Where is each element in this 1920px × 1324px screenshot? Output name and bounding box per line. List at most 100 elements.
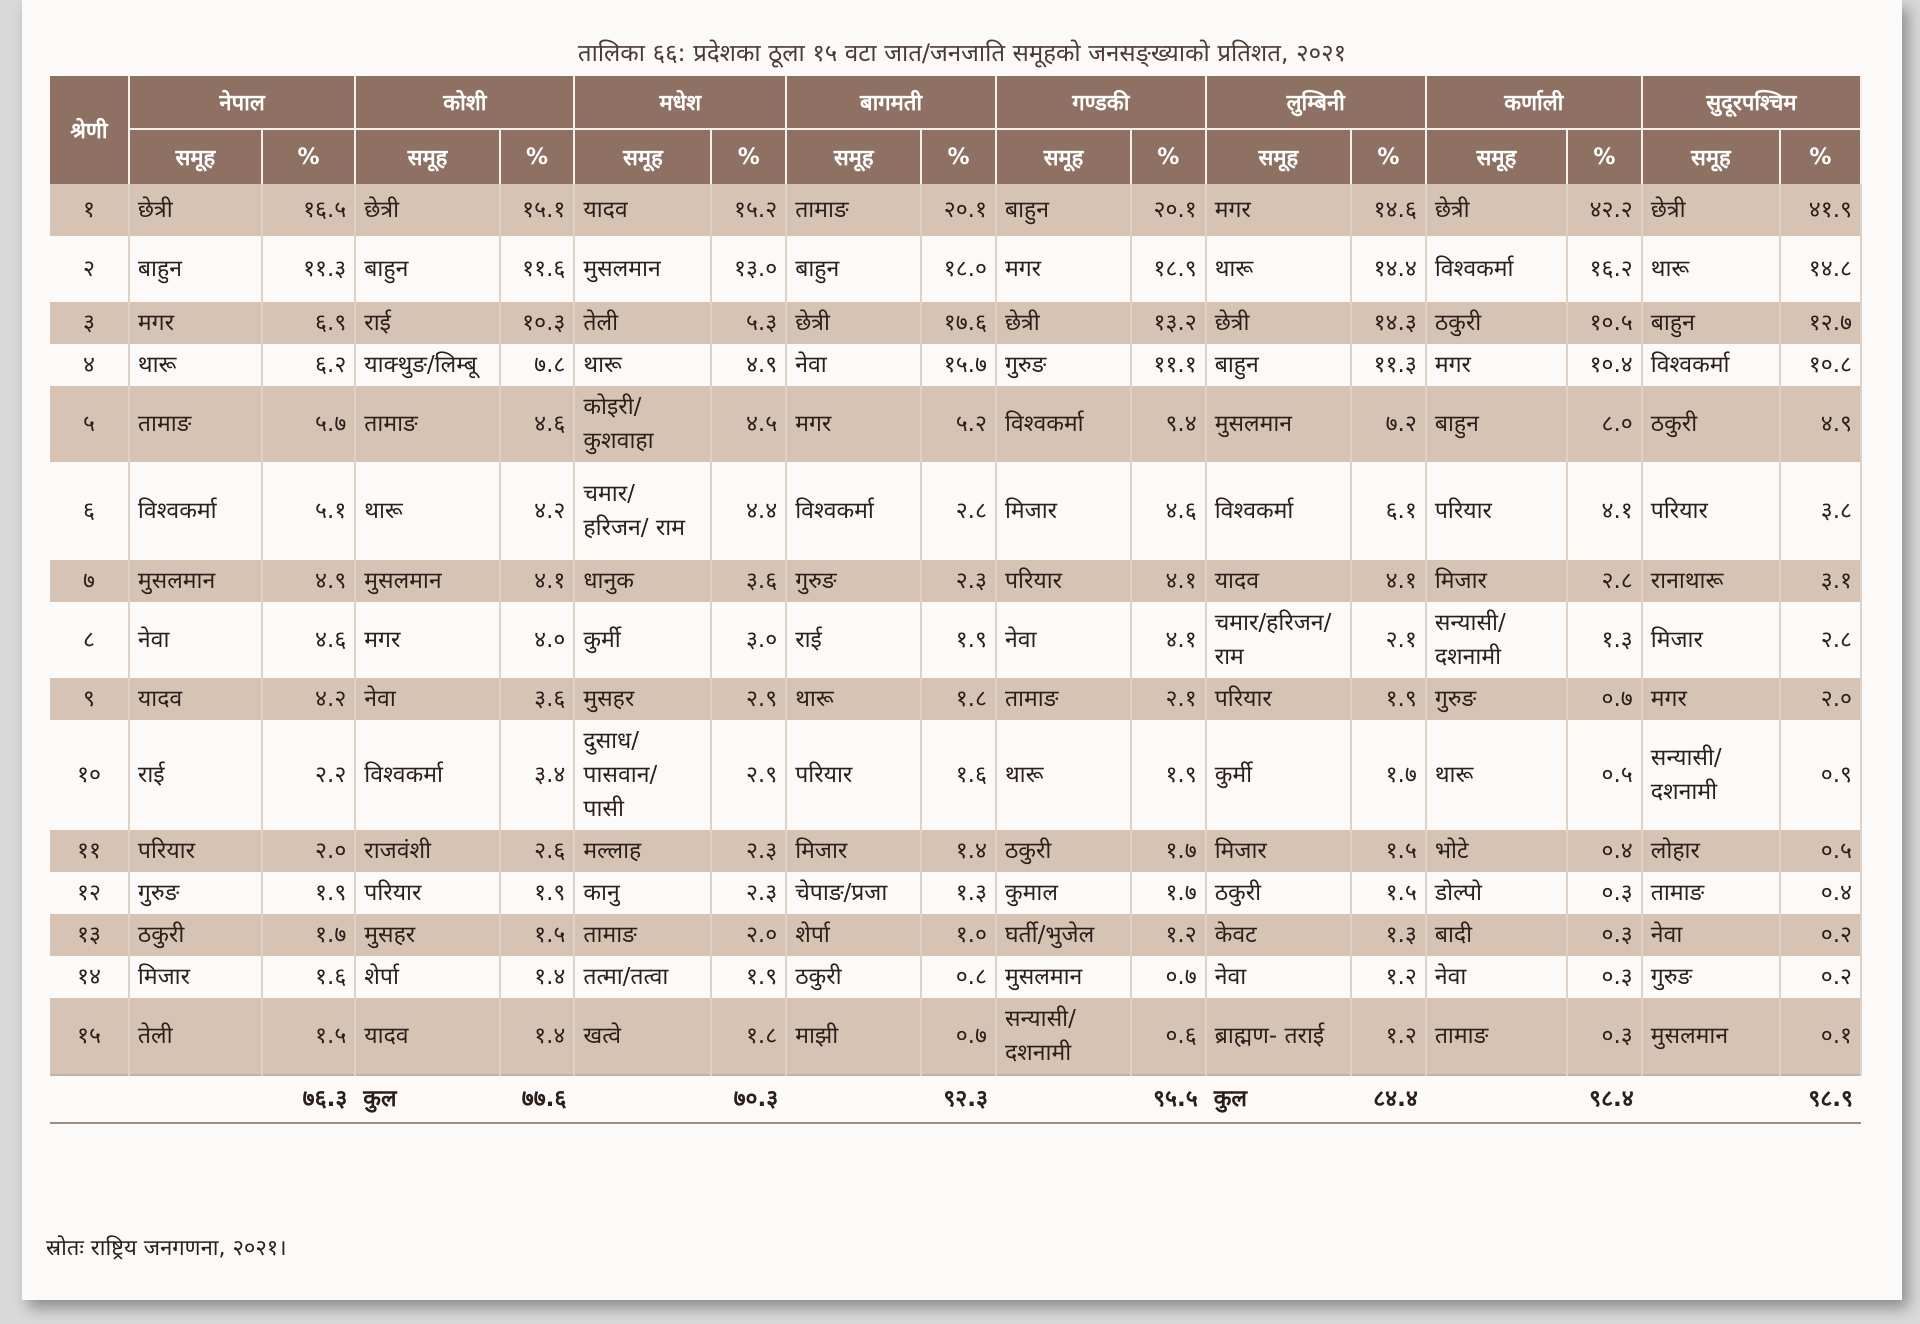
group-cell: मल्लाह xyxy=(574,830,713,872)
percent-cell: ०.५ xyxy=(1779,830,1863,872)
percent-cell: ४.१ xyxy=(1567,462,1643,560)
percent-cell: ७.८ xyxy=(499,344,576,386)
group-cell: मुसहर xyxy=(574,678,713,720)
region-header: लुम्बिनी xyxy=(1205,76,1427,129)
table-row: ७ मुसलमान ४.९ मुसलमान ४.१ धानुक ३.६ गुरुङ २.३ परि… xyxy=(50,560,1863,602)
percent-cell: २.१ xyxy=(1130,678,1207,720)
group-cell: थारू xyxy=(574,344,713,386)
rank-cell: ८ xyxy=(50,602,130,678)
percent-cell: २.३ xyxy=(711,830,788,872)
group-cell: बादी xyxy=(1425,914,1569,956)
table-row: ८ नेवा ४.६ मगर ४.० कुर्मी ३.० राई १.९ नेवा ४.१ चमार… xyxy=(50,602,1863,678)
group-cell: तामाङ xyxy=(786,184,923,236)
percent-subheader: % xyxy=(1351,128,1427,184)
percent-cell: १.४ xyxy=(921,830,997,872)
percent-cell: १.८ xyxy=(921,678,997,720)
percent-cell: १०.५ xyxy=(1567,302,1643,344)
group-cell: तामाङ xyxy=(995,678,1132,720)
group-cell: थारू xyxy=(786,678,923,720)
percent-cell: १.५ xyxy=(499,914,576,956)
group-cell: कुर्मी xyxy=(574,602,713,678)
group-cell: भोटे xyxy=(1425,830,1569,872)
percent-cell: १.२ xyxy=(1351,998,1427,1075)
region-header: मधेश xyxy=(574,76,788,129)
percent-cell: १.० xyxy=(921,914,997,956)
percent-cell: ०.३ xyxy=(1567,998,1643,1075)
percent-cell: ०.७ xyxy=(1130,956,1207,998)
percent-cell: ३.८ xyxy=(1779,462,1863,560)
group-cell: परियार xyxy=(786,720,923,830)
group-cell: मुसलमान xyxy=(995,956,1132,998)
rank-cell: १२ xyxy=(50,872,130,914)
total-value-cell: ७६.३ xyxy=(261,1074,356,1124)
group-cell: मिजार xyxy=(1425,560,1569,602)
group-cell: डोल्पो xyxy=(1425,872,1569,914)
group-cell: राई xyxy=(355,302,501,344)
group-cell: ठकुरी xyxy=(128,914,263,956)
group-cell: गुरुङ xyxy=(128,872,263,914)
percent-cell: ०.२ xyxy=(1779,914,1863,956)
rank-cell: ५ xyxy=(50,386,130,462)
group-cell: यादव xyxy=(1205,560,1353,602)
group-cell: ठकुरी xyxy=(1205,872,1353,914)
percent-cell: २.८ xyxy=(921,462,997,560)
table-row: ९ यादव ४.२ नेवा ३.६ मुसहर २.९ थारू १.८ तामाङ २.१ पर… xyxy=(50,678,1863,720)
group-cell: मगर xyxy=(1641,678,1781,720)
percent-cell: ०.४ xyxy=(1779,872,1863,914)
percent-subheader: % xyxy=(499,128,576,184)
group-cell: मुसलमान xyxy=(128,560,263,602)
rank-cell: ४ xyxy=(50,344,130,386)
group-cell: मगर xyxy=(355,602,501,678)
percent-cell: ४.६ xyxy=(499,386,576,462)
percent-subheader: % xyxy=(921,128,997,184)
group-cell: राई xyxy=(786,602,923,678)
group-cell: बाहुन xyxy=(128,236,263,302)
rank-header: श्रेणी xyxy=(50,76,130,184)
group-cell: बाहुन xyxy=(355,236,501,302)
group-cell: केवट xyxy=(1205,914,1353,956)
percent-cell: ३.१ xyxy=(1779,560,1863,602)
group-cell: थारू xyxy=(1425,720,1569,830)
percent-cell: २.३ xyxy=(711,872,788,914)
percent-cell: ११.३ xyxy=(261,236,357,302)
percent-cell: ३.६ xyxy=(499,678,576,720)
percent-cell: १.९ xyxy=(1351,678,1427,720)
table-row: १० राई २.२ विश्वकर्मा ३.४ दुसाध/ पासवान/ पासी… xyxy=(50,720,1863,830)
rank-cell: १४ xyxy=(50,956,130,998)
rank-cell: १० xyxy=(50,720,130,830)
group-cell: सन्यासी/ दशनामी xyxy=(1641,720,1781,830)
percent-cell: १.३ xyxy=(1567,602,1643,678)
percent-cell: १४.८ xyxy=(1779,236,1863,302)
group-cell: घर्ती/भुजेल xyxy=(995,914,1132,956)
percent-cell: १.९ xyxy=(261,872,357,914)
group-cell: मुसहर xyxy=(355,914,501,956)
rank-cell: ९ xyxy=(50,678,130,720)
group-subheader: समूह xyxy=(786,128,923,184)
table-row: ११ परियार २.० राजवंशी २.६ मल्लाह २.३ मिजार १.४ ठक… xyxy=(50,830,1863,872)
table-row: ६ विश्वकर्मा ५.१ थारू ४.२ चमार/ हरिजन/ राम ४.४… xyxy=(50,462,1863,560)
group-cell: मुसलमान xyxy=(1641,998,1781,1075)
group-cell: गुरुङ xyxy=(995,344,1132,386)
group-cell: बाहुन xyxy=(1425,386,1569,462)
table-row: १३ ठकुरी १.७ मुसहर १.५ तामाङ २.० शेर्पा १.० घर्ती… xyxy=(50,914,1863,956)
group-cell: मुसलमान xyxy=(1205,386,1353,462)
percent-cell: २.२ xyxy=(261,720,357,830)
total-value-cell: ७७.६ xyxy=(499,1074,575,1124)
total-label-cell xyxy=(1641,1074,1780,1124)
group-cell: कानु xyxy=(574,872,713,914)
total-label-cell: कुल xyxy=(1205,1074,1352,1124)
group-cell: परियार xyxy=(995,560,1132,602)
group-cell: विश्वकर्मा xyxy=(1205,462,1353,560)
group-cell: छेत्री xyxy=(1641,184,1781,236)
percent-cell: १६.२ xyxy=(1567,236,1643,302)
group-cell: तामाङ xyxy=(1641,872,1781,914)
percent-cell: १.७ xyxy=(1351,720,1427,830)
source-note: स्रोतः राष्ट्रिय जनगणना, २०२१। xyxy=(46,1236,287,1261)
group-cell: मिजार xyxy=(1205,830,1353,872)
rank-cell: ६ xyxy=(50,462,130,560)
group-cell: शेर्पा xyxy=(786,914,923,956)
percent-cell: २.३ xyxy=(921,560,997,602)
percent-cell: ९.४ xyxy=(1130,386,1207,462)
subheader-row: समूह% समूह% समूह% समूह% समूह% समूह% समूह% समूह% xyxy=(50,128,1863,184)
percent-cell: ४.१ xyxy=(499,560,576,602)
